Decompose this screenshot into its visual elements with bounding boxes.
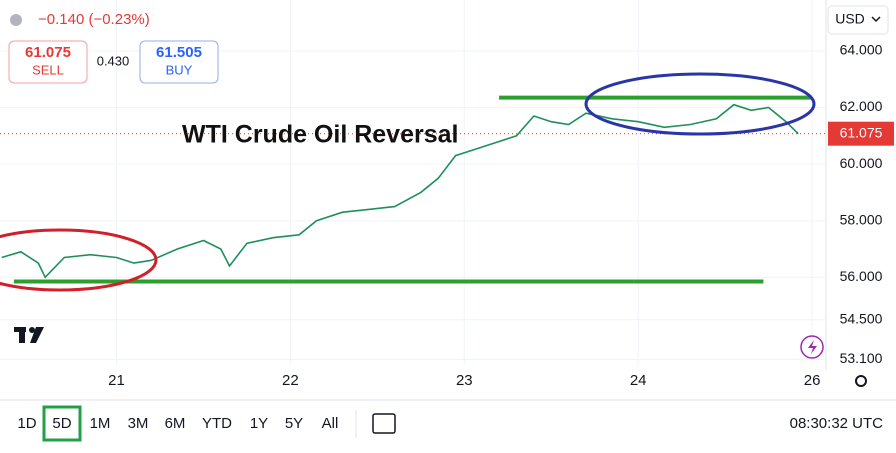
sell-label: SELL bbox=[32, 62, 64, 77]
last-price-label: 61.075 bbox=[840, 124, 883, 140]
buy-button[interactable] bbox=[139, 40, 219, 84]
x-tick-label: 22 bbox=[282, 372, 299, 389]
y-tick-label: 56.000 bbox=[840, 268, 883, 284]
compare-icon[interactable] bbox=[372, 413, 396, 434]
range-button[interactable]: 5D bbox=[52, 415, 71, 432]
highlight-ellipse bbox=[0, 228, 158, 292]
range-button[interactable]: 3M bbox=[128, 415, 149, 432]
price-change: −0.140 (−0.23%) bbox=[38, 11, 150, 28]
clock: 08:30:32 UTC bbox=[790, 415, 884, 432]
y-tick-label: 64.000 bbox=[840, 42, 883, 58]
range-button[interactable]: 1D bbox=[17, 415, 36, 432]
status-dot bbox=[10, 14, 22, 26]
price-line bbox=[1, 103, 799, 279]
sell-button[interactable] bbox=[8, 40, 88, 84]
flash-glyph bbox=[808, 340, 817, 354]
x-tick-label: 24 bbox=[630, 372, 647, 389]
logo bbox=[14, 327, 44, 343]
y-tick-label: 60.000 bbox=[840, 155, 883, 171]
dropdown-icon bbox=[871, 16, 881, 23]
range-button[interactable]: 5Y bbox=[285, 415, 303, 432]
y-tick-label: 58.000 bbox=[840, 211, 883, 227]
y-tick-label: 62.000 bbox=[840, 98, 883, 114]
y-tick-label: 54.500 bbox=[840, 310, 883, 326]
currency-button[interactable] bbox=[827, 5, 889, 35]
buy-label: BUY bbox=[166, 62, 193, 77]
last-price-tag bbox=[828, 121, 894, 146]
range-button[interactable]: All bbox=[322, 415, 339, 432]
currency: USD bbox=[835, 11, 865, 27]
sell-price: 61.075 bbox=[25, 44, 71, 61]
x-tick-label: 26 bbox=[804, 372, 821, 389]
flash-icon[interactable] bbox=[800, 335, 824, 359]
annotation: WTI Crude Oil Reversal bbox=[182, 121, 458, 149]
buy-price: 61.505 bbox=[156, 44, 202, 61]
highlight-ellipse bbox=[584, 72, 816, 136]
x-tick-label: 23 bbox=[456, 372, 473, 389]
y-tick-label: 53.100 bbox=[840, 350, 883, 366]
range-selected bbox=[42, 405, 82, 442]
spread: 0.430 bbox=[97, 53, 130, 68]
settings-icon[interactable] bbox=[855, 375, 867, 387]
range-button[interactable]: 1M bbox=[90, 415, 111, 432]
x-tick-label: 21 bbox=[108, 372, 125, 389]
range-button[interactable]: YTD bbox=[202, 415, 232, 432]
range-button[interactable]: 1Y bbox=[250, 415, 268, 432]
range-button[interactable]: 6M bbox=[165, 415, 186, 432]
